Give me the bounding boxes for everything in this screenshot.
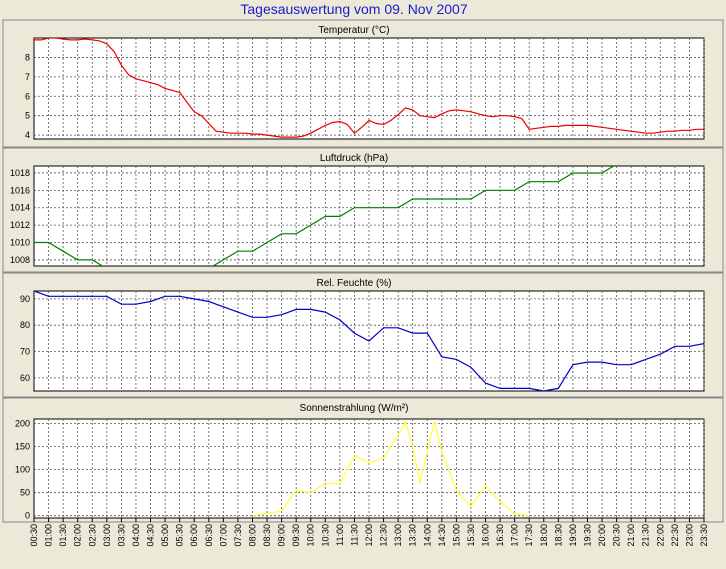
- x-tick-label: 20:00: [597, 524, 607, 547]
- x-tick-label: 10:00: [306, 524, 316, 547]
- x-tick-label: 16:00: [481, 524, 491, 547]
- y-tick-label: 100: [15, 465, 30, 475]
- x-tick-label: 14:30: [437, 524, 447, 547]
- x-tick-label: 18:00: [539, 524, 549, 547]
- x-tick-label: 03:30: [116, 524, 126, 547]
- x-tick-label: 22:30: [670, 524, 680, 547]
- y-tick-label: 6: [25, 91, 30, 101]
- y-tick-label: 5: [25, 111, 30, 121]
- x-tick-label: 19:30: [582, 524, 592, 547]
- x-tick-label: 04:00: [131, 524, 141, 547]
- x-tick-label: 21:00: [626, 524, 636, 547]
- x-tick-label: 06:00: [189, 524, 199, 547]
- x-tick-label: 13:30: [408, 524, 418, 547]
- y-tick-label: 0: [25, 511, 30, 521]
- panel-frame: [2, 19, 724, 148]
- panels: Temperatur (°C) 4 5 6 7 8 Luftdruck (hPa) 1008 1…: [2, 19, 724, 523]
- x-tick-label: 15:00: [451, 524, 461, 547]
- x-tick-label: 18:30: [553, 524, 563, 547]
- x-tick-label: 20:30: [612, 524, 622, 547]
- x-tick-label: 14:00: [422, 524, 432, 547]
- x-axis: 00:30 01:00 01:30 02:00 02:30 03:00 03:30 04:00…: [29, 518, 709, 547]
- series-line: [34, 38, 704, 138]
- panel-2: Luftdruck (hPa) 1008 1010 1012 1014 1016 1018: [2, 147, 724, 273]
- x-tick-label: 05:30: [175, 524, 185, 547]
- y-tick-label: 7: [25, 72, 30, 82]
- x-tick-label: 06:30: [204, 524, 214, 547]
- y-tick-label: 70: [20, 347, 30, 357]
- y-tick-label: 4: [25, 130, 30, 140]
- x-tick-label: 21:30: [641, 524, 651, 547]
- panel-frame: [2, 397, 724, 523]
- x-tick-label: 08:30: [262, 524, 272, 547]
- x-tick-label: 09:00: [277, 524, 287, 547]
- y-tick-label: 1018: [10, 168, 30, 178]
- y-tick-label: 1010: [10, 238, 30, 248]
- panel-4: Sonnenstrahlung (W/m²) 0 50 100 150 200: [2, 397, 724, 523]
- x-tick-label: 03:00: [102, 524, 112, 547]
- x-tick-label: 11:30: [349, 524, 359, 546]
- x-tick-label: 02:00: [73, 524, 83, 547]
- y-tick-label: 90: [20, 294, 30, 304]
- panel-frame: [2, 272, 724, 398]
- x-tick-label: 11:00: [335, 524, 345, 546]
- x-tick-label: 07:00: [218, 524, 228, 547]
- y-tick-label: 1008: [10, 255, 30, 265]
- x-tick-label: 17:00: [510, 524, 520, 547]
- panel-title: Luftdruck (hPa): [320, 153, 388, 164]
- series-line: [34, 291, 704, 391]
- x-tick-label: 10:30: [320, 524, 330, 547]
- x-tick-label: 17:30: [524, 524, 534, 547]
- x-tick-label: 23:00: [684, 524, 694, 547]
- y-tick-label: 1014: [10, 203, 30, 213]
- y-tick-label: 60: [20, 373, 30, 383]
- x-tick-label: 19:00: [568, 524, 578, 547]
- series-line: [252, 419, 530, 517]
- x-tick-label: 15:30: [466, 524, 476, 547]
- panel-title: Temperatur (°C): [318, 25, 389, 36]
- x-tick-label: 07:30: [233, 524, 243, 547]
- x-tick-label: 00:30: [29, 524, 39, 547]
- panel-1: Temperatur (°C) 4 5 6 7 8: [2, 19, 724, 148]
- x-tick-label: 01:30: [58, 524, 68, 547]
- x-tick-label: 13:00: [393, 524, 403, 547]
- x-tick-label: 05:00: [160, 524, 170, 547]
- chart-title: Tagesauswertung vom 09. Nov 2007: [240, 1, 467, 17]
- x-tick-label: 08:00: [247, 524, 257, 547]
- panel-title: Rel. Feuchte (%): [316, 278, 391, 289]
- x-tick-label: 12:30: [379, 524, 389, 547]
- y-tick-label: 80: [20, 320, 30, 330]
- series-line: [34, 166, 615, 266]
- x-tick-label: 02:30: [87, 524, 97, 547]
- x-tick-label: 04:30: [146, 524, 156, 547]
- panel-title: Sonnenstrahlung (W/m²): [300, 403, 409, 414]
- y-tick-label: 200: [15, 419, 30, 429]
- x-tick-label: 23:30: [699, 524, 709, 547]
- x-tick-label: 09:30: [291, 524, 301, 547]
- y-tick-label: 50: [20, 488, 30, 498]
- x-tick-label: 22:00: [655, 524, 665, 547]
- panel-frame: [2, 147, 724, 273]
- x-tick-label: 16:30: [495, 524, 505, 547]
- y-tick-label: 1016: [10, 185, 30, 195]
- x-tick-label: 01:00: [44, 524, 54, 547]
- panel-3: Rel. Feuchte (%) 60 70 80 90: [2, 272, 724, 398]
- x-tick-label: 12:00: [364, 524, 374, 547]
- y-tick-label: 1012: [10, 220, 30, 230]
- y-tick-label: 8: [25, 52, 30, 62]
- y-tick-label: 150: [15, 442, 30, 452]
